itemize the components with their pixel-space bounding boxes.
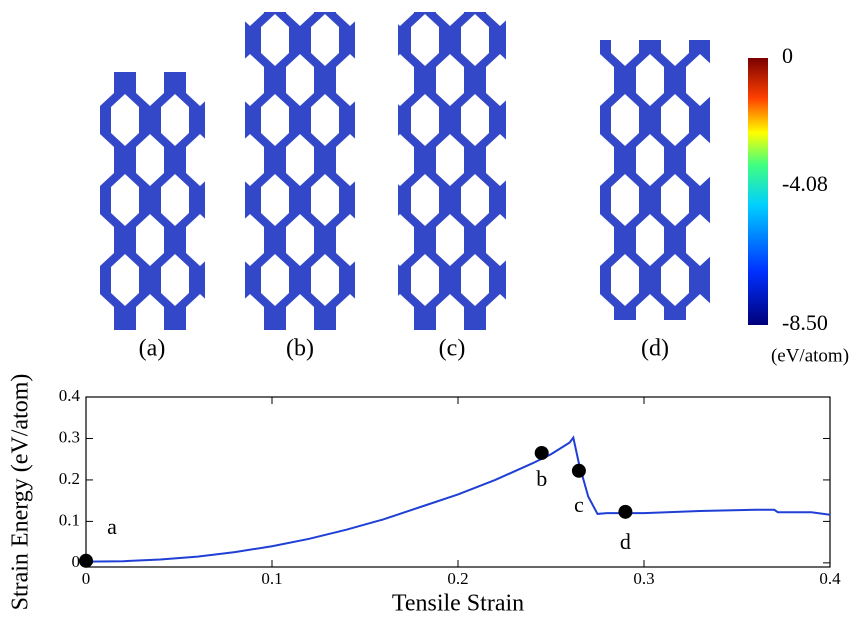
- panel-label: (d): [641, 336, 669, 362]
- y-tick-label: 0: [72, 552, 81, 571]
- nanotube-c: [398, 12, 506, 330]
- x-tick-label: 0.3: [633, 569, 654, 588]
- colorbar-label: (eV/atom): [771, 345, 849, 366]
- state-label: a: [107, 514, 117, 539]
- x-tick-label: 0.2: [447, 569, 468, 588]
- y-axis-title: Strain Energy (eV/atom): [8, 374, 34, 611]
- x-tick-label: 0: [82, 569, 91, 588]
- state-point: [618, 504, 633, 519]
- y-tick-label: 0.2: [59, 469, 80, 488]
- x-tick-label: 0.4: [819, 569, 841, 588]
- y-tick-label: 0.1: [59, 510, 80, 529]
- nanotube-b: [245, 12, 355, 330]
- state-point: [79, 553, 93, 568]
- panel-label: (c): [439, 336, 466, 362]
- strain-energy-line: [85, 435, 831, 563]
- x-axis-title: Tensile Strain: [392, 591, 524, 617]
- nanotube-a: [100, 72, 205, 330]
- y-tick-label: 0.3: [59, 427, 80, 446]
- state-label: d: [620, 529, 631, 554]
- colorbar-tick-label: -8.50: [782, 310, 828, 335]
- panel-label: (b): [286, 336, 314, 362]
- x-tick-label: 0.1: [261, 569, 282, 588]
- y-tick-label: 0.4: [59, 386, 81, 405]
- state-label: b: [536, 466, 547, 491]
- state-point: [571, 463, 586, 478]
- colorbar-tick-label: 0: [782, 43, 793, 68]
- panel-label: (a): [139, 336, 166, 362]
- plot-frame: [85, 396, 831, 568]
- colorbar: [748, 58, 768, 325]
- nanotube-d: [600, 40, 710, 320]
- state-point: [534, 445, 549, 460]
- state-label: c: [574, 492, 584, 517]
- colorbar-tick-label: -4.08: [782, 171, 828, 196]
